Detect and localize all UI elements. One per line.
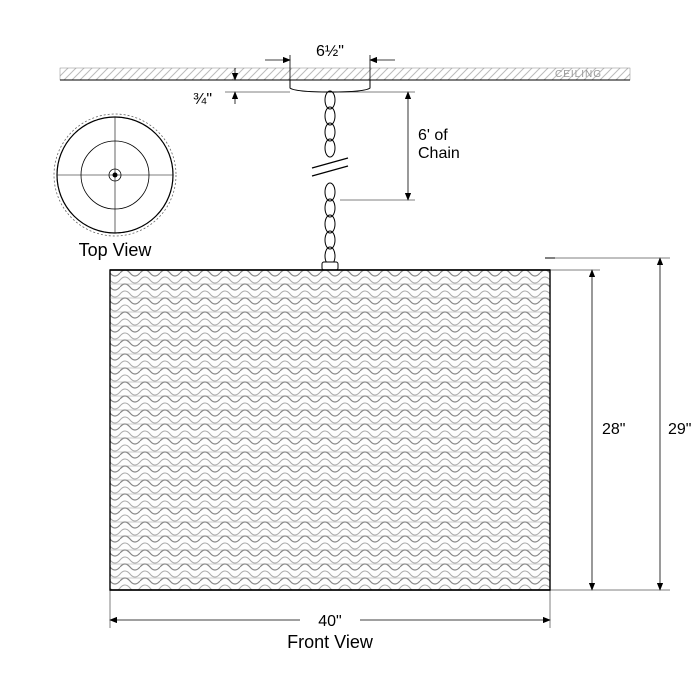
dim-shade-height: 28" (550, 270, 670, 590)
canopy (290, 80, 370, 92)
ceiling-label: CEILING (555, 69, 602, 80)
svg-text:¾": ¾" (193, 91, 212, 108)
svg-text:6' of: 6' of (418, 127, 448, 144)
top-view (54, 114, 176, 236)
dim-shade-width: 40" (110, 590, 550, 630)
svg-text:Chain: Chain (418, 145, 460, 162)
svg-text:28": 28" (602, 421, 625, 438)
top-view-label: Top View (79, 240, 153, 260)
svg-text:40": 40" (318, 613, 341, 630)
front-view-label: Front View (287, 632, 374, 652)
dim-chain: 6' of Chain (340, 92, 460, 200)
drum-shade (110, 270, 550, 590)
svg-text:29": 29" (668, 421, 691, 438)
chain (312, 91, 348, 270)
ceiling: CEILING (60, 68, 630, 80)
svg-text:6½": 6½" (316, 43, 344, 60)
